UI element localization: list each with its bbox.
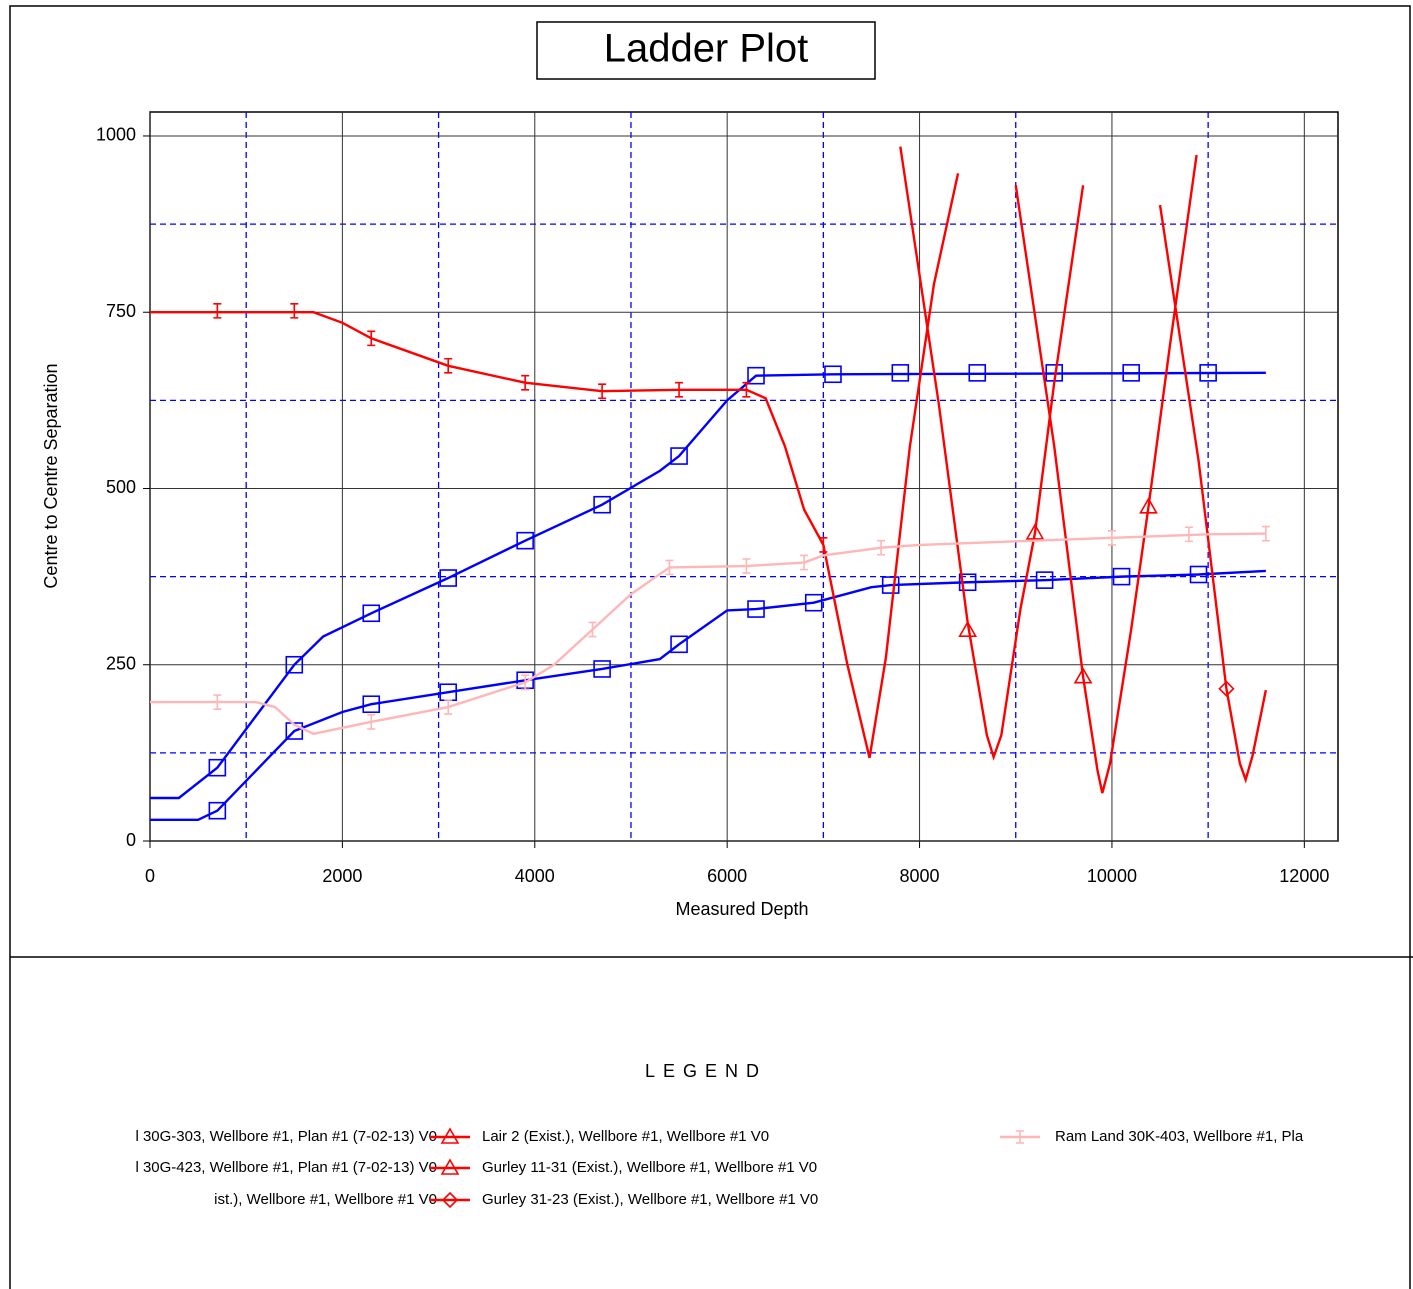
square-marker — [593, 660, 611, 678]
legend-label: l 30G-423, Wellbore #1, Plan #1 (7-02-13… — [135, 1159, 437, 1176]
legend-label: Lair 2 (Exist.), Wellbore #1, Wellbore #… — [482, 1128, 769, 1145]
y-tick-label: 250 — [106, 653, 136, 673]
x-axis-label: Measured Depth — [675, 899, 808, 919]
error-bar — [290, 302, 299, 319]
x-tick-label: 10000 — [1087, 866, 1137, 886]
square-marker — [1112, 567, 1131, 586]
legend-label: ist.), Wellbore #1, Wellbore #1 V0 — [214, 1191, 437, 1208]
x-tick-label: 6000 — [707, 866, 747, 886]
error-bar — [367, 714, 376, 730]
y-tick-label: 0 — [126, 830, 136, 850]
legend-marker — [1016, 1130, 1024, 1144]
square-marker — [1035, 571, 1054, 589]
y-tick-label: 1000 — [96, 125, 136, 145]
y-tick-label: 500 — [106, 477, 136, 497]
legend-marker — [440, 1127, 460, 1144]
square-marker — [439, 569, 458, 587]
legend-label: Gurley 11-31 (Exist.), Wellbore #1, Well… — [482, 1159, 817, 1176]
error-bar — [588, 621, 597, 638]
error-bar — [1261, 525, 1270, 542]
error-bar — [800, 554, 809, 571]
triangle-marker — [1073, 667, 1093, 684]
frame — [9, 5, 1411, 1289]
series-line — [150, 569, 1266, 822]
legend-marker — [440, 1158, 460, 1175]
square-marker — [362, 604, 381, 623]
series-line — [1014, 154, 1198, 794]
square-marker — [362, 695, 381, 714]
triangle-marker — [1025, 523, 1045, 540]
error-bar — [1184, 526, 1193, 543]
legend-label: l 30G-303, Wellbore #1, Plan #1 (7-02-13… — [135, 1128, 437, 1145]
y-tick-label: 750 — [106, 301, 136, 321]
error-bar — [877, 539, 886, 556]
x-tick-label: 4000 — [515, 866, 555, 886]
series-line — [899, 146, 1085, 761]
error-bar — [367, 330, 376, 347]
y-axis-label: Centre to Centre Separation — [41, 363, 61, 588]
triangle-marker — [1139, 497, 1158, 514]
square-marker — [208, 758, 227, 777]
series-line — [1158, 204, 1268, 784]
error-bar — [521, 674, 530, 691]
error-bar — [742, 381, 751, 398]
x-tick-label: 0 — [145, 866, 155, 886]
error-bar — [598, 383, 607, 400]
square-marker — [1199, 364, 1217, 382]
error-bar — [213, 302, 222, 319]
error-bar — [665, 559, 674, 576]
legend-label: Gurley 31-23 (Exist.), Wellbore #1, Well… — [482, 1191, 818, 1208]
error-bar — [444, 699, 453, 715]
x-tick-label: 12000 — [1279, 866, 1329, 886]
plot-area — [149, 111, 1339, 842]
x-tick-label: 8000 — [900, 866, 940, 886]
square-marker — [1122, 364, 1140, 382]
error-bar — [213, 694, 222, 710]
legend-marker — [441, 1191, 459, 1209]
square-marker — [891, 364, 910, 382]
legend-label: Ram Land 30K-403, Wellbore #1, Pla — [1055, 1128, 1304, 1145]
square-marker — [968, 364, 987, 382]
square-marker — [804, 593, 823, 612]
square-marker — [747, 600, 765, 618]
square-marker — [516, 531, 534, 550]
error-bar — [444, 357, 453, 374]
chart-title: Ladder Plot — [604, 27, 809, 71]
square-marker — [670, 635, 688, 654]
error-bar — [819, 537, 828, 553]
square-marker — [824, 365, 842, 384]
series-line — [150, 532, 1266, 736]
triangle-marker — [958, 620, 978, 637]
square-marker — [593, 495, 611, 514]
x-tick-label: 2000 — [322, 866, 362, 886]
legend-title: LEGEND — [645, 1061, 767, 1081]
error-bar — [521, 374, 530, 391]
square-marker — [881, 576, 900, 594]
square-marker — [285, 655, 304, 674]
square-marker — [285, 722, 304, 740]
title-box — [536, 21, 876, 80]
error-bar — [1107, 529, 1116, 546]
square-marker — [208, 801, 227, 820]
diamond-marker — [1218, 680, 1235, 697]
square-marker — [747, 366, 765, 385]
error-bar — [675, 381, 684, 398]
square-marker — [1189, 565, 1208, 584]
error-bar — [742, 558, 751, 574]
square-marker — [958, 573, 977, 592]
series-layer — [150, 146, 1270, 822]
square-marker — [670, 447, 688, 465]
